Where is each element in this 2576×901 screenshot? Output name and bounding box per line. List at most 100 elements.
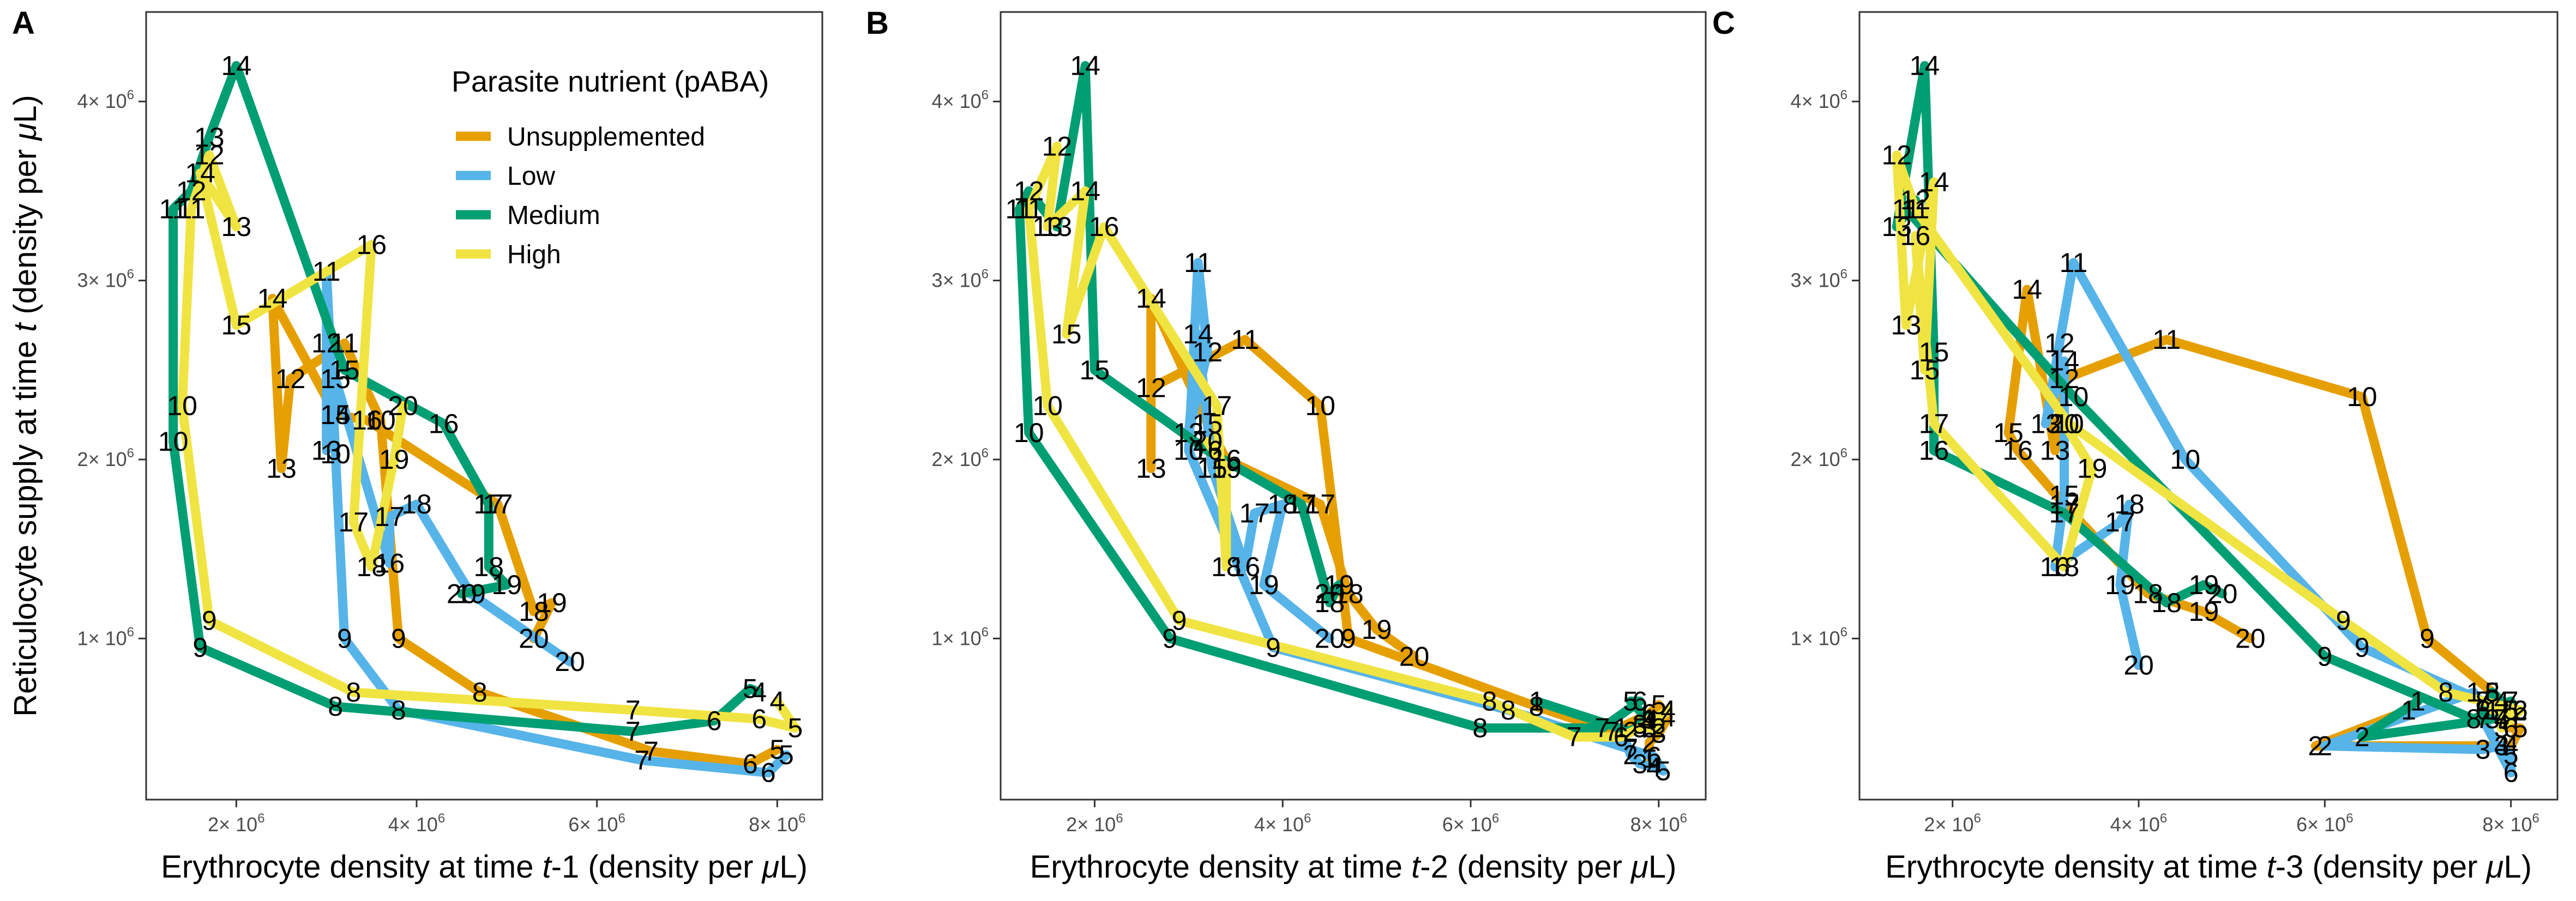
point-label: 9 [202, 606, 217, 636]
point-label: 12 [2049, 364, 2080, 394]
point-label: 4 [2494, 704, 2509, 734]
point-label: 3 [1632, 748, 1647, 779]
point-label: 11 [1901, 193, 1929, 224]
point-label: 19 [1211, 453, 1242, 483]
legend-item-label: Unsupplemented [507, 123, 705, 152]
point-label: 3 [1642, 713, 1657, 743]
point-label: 8 [2476, 686, 2491, 716]
point-label: 19 [1249, 570, 1279, 600]
point-label: 16 [1230, 552, 1260, 582]
point-label: 13 [1881, 211, 1912, 242]
point-label: 14 [1183, 319, 1213, 349]
point-label: 18 [1333, 578, 1364, 609]
point-label: 19 [455, 578, 486, 609]
point-label: 17 [1305, 489, 1335, 519]
point-label: 9 [2317, 641, 2332, 672]
point-label: 7 [1594, 713, 1610, 743]
point-label: 5 [2503, 740, 2519, 770]
point-label: 17 [1286, 489, 1317, 519]
point-label: 1 [1529, 686, 1544, 716]
point-label: 4 [1646, 752, 1662, 783]
point-label: 3 [1632, 709, 1647, 740]
point-label: 17 [473, 489, 504, 519]
point-label: 7 [1567, 722, 1582, 752]
point-label: 17 [2049, 498, 2080, 529]
x-tick-label: 6× 106 [568, 811, 625, 836]
point-label: 17 [1919, 408, 1949, 439]
panel-label: B [866, 5, 889, 41]
point-label: 1 [1614, 713, 1629, 743]
point-label: 6 [2503, 758, 2519, 788]
point-label: 15 [1192, 408, 1223, 439]
point-label: 6 [2513, 695, 2528, 725]
point-label: 12 [1881, 140, 1912, 171]
point-label: 12 [1042, 131, 1073, 161]
point-label: 3 [2494, 730, 2509, 761]
point-label: 15 [320, 364, 351, 394]
point-label: 8 [1482, 686, 1497, 716]
point-label: 11 [1892, 193, 1920, 224]
point-label: 10 [320, 439, 351, 469]
x-tick-label: 2× 106 [1066, 811, 1123, 836]
point-label: 8 [2438, 677, 2453, 708]
point-label: 19 [1362, 614, 1392, 645]
point-label: 2 [1651, 713, 1666, 743]
point-label: 15 [1910, 355, 1940, 385]
point-label: 19 [492, 570, 522, 600]
point-label: 12 [1192, 337, 1223, 367]
point-label: 20 [555, 646, 585, 677]
legend-item-label: High [507, 240, 561, 269]
point-label: 17 [2105, 507, 2135, 537]
point-label: 14 [1919, 167, 1949, 197]
point-label: 16 [352, 405, 382, 436]
y-tick-label: 2× 106 [1791, 446, 1847, 470]
point-label: 10 [158, 426, 189, 457]
point-label: 6 [761, 758, 776, 788]
point-label: 20 [2235, 623, 2266, 654]
point-label: 13 [1136, 453, 1166, 483]
y-tick-label: 3× 106 [77, 267, 134, 292]
point-label: 17 [1202, 391, 1232, 421]
x-tick-label: 6× 106 [2296, 811, 2353, 836]
legend: Parasite nutrient (pABA) Unsupplemented Lo… [452, 65, 769, 269]
point-label: 9 [1341, 623, 1356, 654]
panel-label: C [1712, 5, 1735, 41]
point-label: 6 [751, 704, 767, 734]
point-label: 6 [1614, 722, 1629, 752]
point-label: 8 [1501, 695, 1516, 725]
point-label: 11 [1231, 324, 1259, 355]
point-label: 13 [266, 453, 297, 483]
x-tick-label: 4× 106 [2110, 811, 2167, 836]
point-label: 14 [320, 400, 351, 430]
panel-c: C 2× 106 4× 106 6× 106 8× 106 1× 106 2× 106 3× … [1712, 5, 2559, 885]
y-tick-label: 2× 106 [932, 446, 989, 470]
y-tick-label: 4× 106 [932, 88, 989, 112]
point-label: 18 [519, 596, 549, 627]
point-label: 6 [2476, 695, 2491, 725]
point-label: 20 [1192, 426, 1223, 457]
point-label: 20 [519, 623, 549, 654]
point-label: 8 [1472, 713, 1488, 743]
point-label: 15 [1080, 355, 1110, 385]
point-label: 13 [1042, 211, 1073, 242]
point-label: 2 [1623, 716, 1638, 747]
point-label: 12 [1136, 373, 1166, 403]
series-line-unsupplemented [2003, 285, 2525, 751]
point-label: 13 [1032, 211, 1063, 242]
point-label: 5 [2513, 713, 2528, 743]
x-tick-label: 4× 106 [388, 811, 445, 836]
point-label: 20 [1315, 623, 1345, 654]
point-label: 20 [2207, 578, 2238, 609]
point-label: 19 [379, 444, 410, 475]
point-label: 7 [2494, 704, 2509, 734]
point-label: 14 [1136, 283, 1166, 313]
x-tick-label: 4× 106 [1254, 811, 1311, 836]
point-label: 1 [1642, 743, 1657, 773]
point-label: 17 [2049, 489, 2080, 519]
point-label: 18 [401, 489, 432, 519]
point-label: 11 [1006, 193, 1034, 224]
point-label: 7 [634, 745, 649, 776]
point-label: 5 [1623, 686, 1638, 716]
x-tick-label: 8× 106 [749, 811, 805, 836]
